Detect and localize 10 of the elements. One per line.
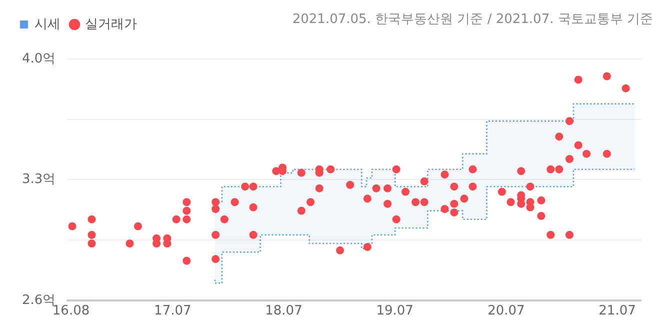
- x-tick-label: 17.07: [154, 304, 192, 319]
- x-tick-label: 19.07: [376, 304, 414, 319]
- x-tick-label: 20.07: [488, 304, 525, 319]
- x-tick-label: 18.07: [265, 304, 302, 319]
- text: 2021.07.05. 한국부동산원 기준 / 2021.07. 국토교통부 기준: [292, 12, 653, 27]
- x-tick-label: 21.07: [598, 304, 636, 319]
- y-tick-label: 4.0억: [22, 51, 56, 66]
- legend-label: 시세: [34, 16, 60, 32]
- y-tick-label: 3.3억: [22, 172, 56, 188]
- legend-label: 실거래가: [85, 16, 137, 32]
